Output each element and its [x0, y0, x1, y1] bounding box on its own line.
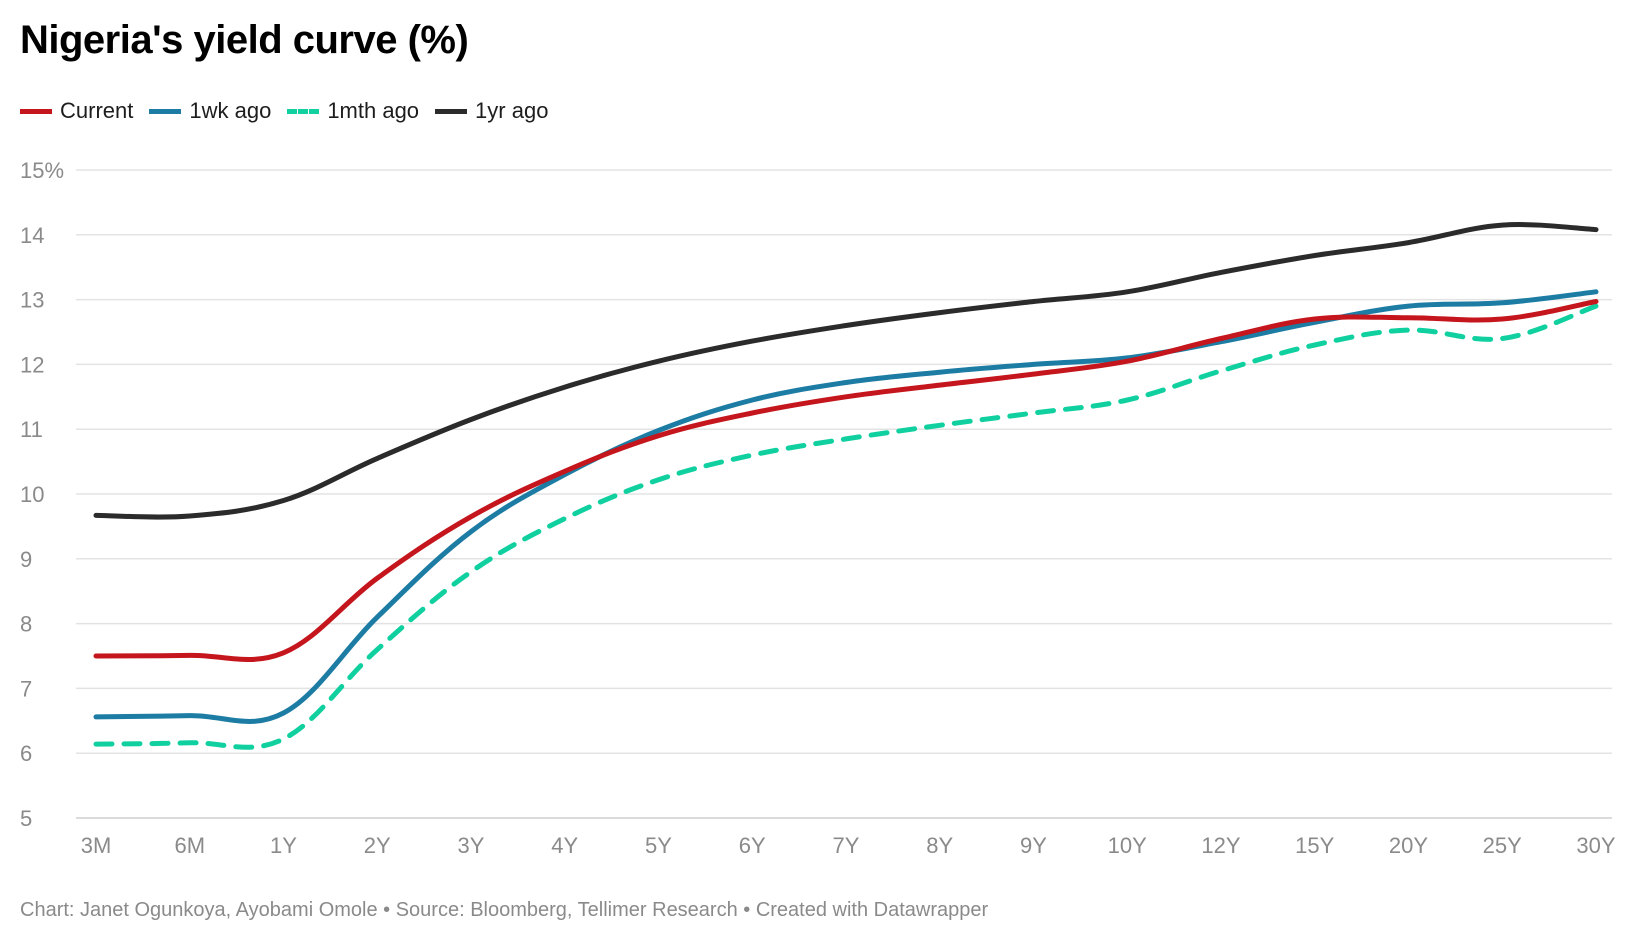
series-line-1mth-ago	[93, 303, 1599, 750]
x-tick-label: 10Y	[1108, 833, 1147, 858]
series-line-1wk-ago	[93, 289, 1599, 724]
y-tick-label: 13	[20, 288, 44, 313]
legend-swatch-1yr-ago	[435, 108, 468, 114]
x-tick-label: 9Y	[1020, 833, 1047, 858]
x-tick-label: 8Y	[926, 833, 953, 858]
y-tick-label: 11	[20, 417, 43, 442]
legend-swatch-1wk-ago	[149, 108, 182, 114]
x-tick-label: 12Y	[1201, 833, 1240, 858]
x-tick-label: 3M	[81, 833, 112, 858]
legend-swatch-1mth-ago	[287, 108, 320, 114]
series-line-current	[93, 299, 1599, 663]
y-tick-label: 5	[20, 806, 32, 831]
x-tick-label: 6M	[174, 833, 205, 858]
x-tick-label: 2Y	[364, 833, 391, 858]
legend-item-current: Current	[20, 98, 133, 124]
x-tick-label: 25Y	[1483, 833, 1522, 858]
legend-item-1mth-ago: 1mth ago	[287, 98, 419, 124]
x-tick-label: 7Y	[833, 833, 860, 858]
x-tick-label: 30Y	[1576, 833, 1615, 858]
x-tick-label: 6Y	[739, 833, 766, 858]
legend-label-1yr-ago: 1yr ago	[475, 98, 549, 123]
x-tick-label: 3Y	[458, 833, 485, 858]
y-tick-label: 8	[20, 612, 32, 637]
y-tick-label: 6	[20, 741, 32, 766]
y-tick-label: 9	[20, 547, 32, 572]
legend-label-1wk-ago: 1wk ago	[189, 98, 272, 123]
series-line-1yr-ago	[93, 222, 1599, 520]
chart-legend: Current 1wk ago 1mth ago 1yr ago	[20, 96, 564, 126]
x-tick-label: 5Y	[645, 833, 672, 858]
legend-item-1yr-ago: 1yr ago	[435, 98, 548, 124]
legend-swatch-current	[20, 108, 52, 114]
y-tick-label: 12	[20, 352, 44, 377]
gridlines	[76, 169, 1612, 819]
y-axis-labels: 15% 14 13 12 11 10 9 8 7 6 5	[20, 158, 64, 831]
x-tick-label: 15Y	[1295, 833, 1334, 858]
chart-title: Nigeria's yield curve (%)	[20, 18, 469, 62]
y-tick-label: 7	[20, 676, 32, 701]
legend-item-1wk-ago: 1wk ago	[149, 98, 271, 124]
y-tick-label: 10	[20, 482, 44, 507]
legend-label-1mth-ago: 1mth ago	[327, 98, 420, 123]
y-tick-label: 15%	[20, 158, 64, 183]
legend-label-current: Current	[60, 98, 134, 123]
x-tick-label: 4Y	[551, 833, 578, 858]
x-tick-label: 20Y	[1389, 833, 1428, 858]
x-tick-label: 1Y	[270, 833, 297, 858]
series-lines	[93, 222, 1599, 750]
chart-footer: Chart: Janet Ogunkoya, Ayobami Omole • S…	[20, 899, 989, 921]
x-axis-labels: 3M 6M 1Y 2Y 3Y 4Y 5Y 6Y 7Y 8Y 9Y 10Y 12Y 15Y 20Y 25Y 30Y	[81, 833, 1616, 858]
y-tick-label: 14	[20, 223, 44, 248]
